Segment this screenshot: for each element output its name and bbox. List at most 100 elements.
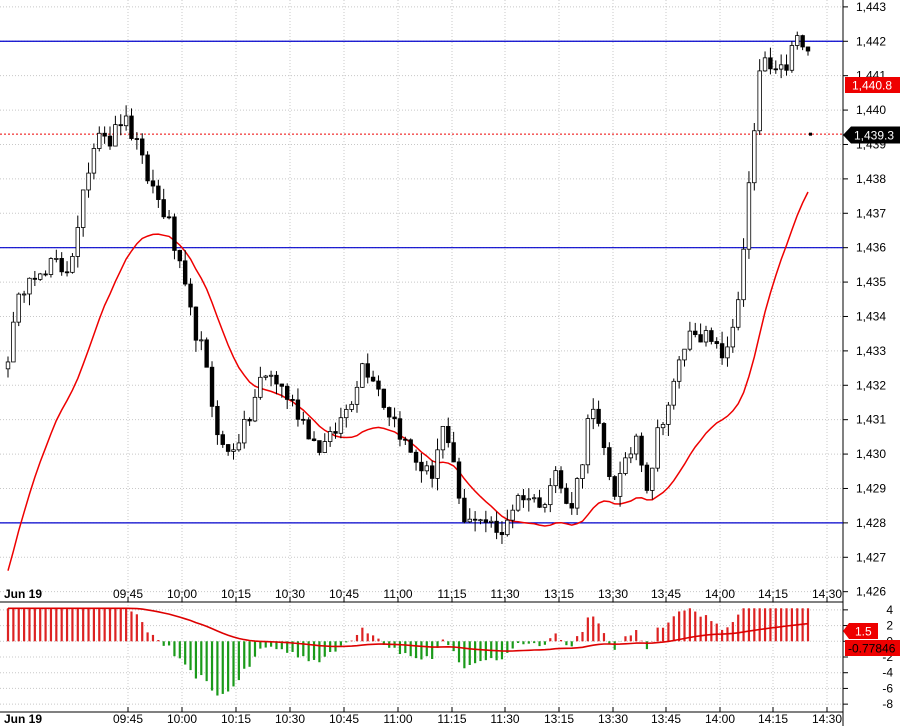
candle-body bbox=[376, 380, 381, 390]
candle-body bbox=[564, 487, 569, 504]
candle-body bbox=[365, 363, 370, 378]
candle-body bbox=[392, 416, 397, 420]
candle-body bbox=[360, 363, 365, 388]
indicator-tick-label: -4 bbox=[882, 666, 893, 680]
time-tick-label: 13:30 bbox=[598, 712, 628, 726]
candle-body bbox=[11, 321, 16, 363]
candle-body bbox=[515, 495, 521, 511]
time-tick-label: 13:45 bbox=[651, 587, 681, 601]
candle-body bbox=[424, 465, 429, 472]
candle-body bbox=[612, 476, 617, 497]
candle-body bbox=[333, 431, 338, 434]
moving-average-line bbox=[7, 191, 809, 571]
candle-body bbox=[70, 256, 75, 273]
candle-body bbox=[462, 497, 467, 523]
candle-body bbox=[258, 376, 263, 398]
candle-body bbox=[548, 485, 553, 506]
candle-body bbox=[467, 518, 472, 523]
candle-body bbox=[510, 509, 515, 521]
last-price-marker bbox=[809, 132, 812, 136]
candle-body bbox=[161, 199, 166, 218]
candle-body bbox=[666, 404, 671, 425]
candle-body bbox=[687, 330, 693, 350]
candle-body bbox=[784, 64, 789, 71]
date-label-lower: Jun 19 bbox=[4, 712, 42, 726]
time-tick-label: 10:15 bbox=[221, 712, 251, 726]
candle-body bbox=[489, 520, 494, 523]
moving-average bbox=[7, 191, 809, 571]
candle-body bbox=[730, 326, 736, 348]
time-tick-label: 14:00 bbox=[705, 712, 735, 726]
candle-body bbox=[639, 435, 644, 466]
candle-body bbox=[193, 306, 199, 341]
candle-body bbox=[795, 35, 800, 46]
candle-body bbox=[521, 495, 526, 501]
indicator-tick-label: -6 bbox=[882, 681, 893, 695]
candle-body bbox=[736, 299, 741, 328]
candle-body bbox=[601, 423, 607, 449]
price-tick-label: 1,433 bbox=[856, 344, 886, 358]
candle-body bbox=[789, 45, 795, 71]
price-tick-label: 1,437 bbox=[856, 206, 886, 220]
candle-body bbox=[553, 470, 558, 487]
candle-body bbox=[403, 438, 408, 441]
time-ticks-upper: 09:45 10:00 10:15 10:30 10:45 11:00 11:15 11:30… bbox=[113, 587, 842, 602]
candle-body bbox=[768, 57, 773, 70]
price-tick-label: 1,427 bbox=[856, 550, 886, 564]
indicator-tick-label: -2 bbox=[882, 650, 893, 664]
candle-body bbox=[295, 399, 301, 420]
candle-body bbox=[27, 277, 32, 295]
candle-body bbox=[628, 453, 634, 459]
signal-tag: -0.77846 bbox=[845, 640, 900, 656]
price-tick-label: 1,430 bbox=[856, 447, 886, 461]
candle-body bbox=[413, 451, 419, 463]
candle-body bbox=[317, 440, 322, 453]
indicator-tick-label: 2 bbox=[886, 619, 893, 633]
candle-body bbox=[762, 57, 768, 72]
price-tick-label: 1,426 bbox=[856, 585, 886, 599]
candle-body bbox=[558, 470, 564, 489]
horizontal-levels bbox=[0, 40, 843, 524]
time-tick-label: 11:00 bbox=[383, 587, 412, 601]
candle-body bbox=[150, 180, 156, 187]
time-tick-label: 10:30 bbox=[275, 587, 305, 601]
candle-body bbox=[182, 260, 188, 285]
candle-body bbox=[741, 248, 746, 301]
candle-body bbox=[215, 405, 220, 436]
candle-body bbox=[349, 403, 354, 410]
time-tick-label: 13:15 bbox=[544, 587, 574, 601]
candle-body bbox=[370, 376, 376, 382]
date-label-upper: Jun 19 bbox=[4, 587, 42, 601]
candle-body bbox=[54, 258, 59, 260]
candle-body bbox=[644, 464, 650, 491]
candle-body bbox=[290, 399, 295, 401]
candle-body bbox=[59, 258, 64, 273]
moving-average-tag: 1,440.8 bbox=[845, 77, 900, 93]
candle-body bbox=[344, 409, 349, 419]
time-tick-label: 10:30 bbox=[275, 712, 305, 726]
candle-body bbox=[220, 434, 225, 445]
time-tick-label: 11:00 bbox=[383, 712, 412, 726]
candle-body bbox=[32, 277, 38, 280]
candle-body bbox=[714, 341, 719, 345]
indicator-ticks: -8-6-4-2024 bbox=[843, 603, 893, 711]
time-tick-label: 11:15 bbox=[437, 587, 466, 601]
candle-body bbox=[166, 216, 172, 219]
candle-body bbox=[773, 68, 778, 71]
candle-body bbox=[531, 497, 537, 500]
candle-body bbox=[177, 250, 183, 262]
indicator-tick-label: -8 bbox=[882, 697, 893, 711]
candle-body bbox=[537, 497, 542, 508]
histogram-tag: 1.5 bbox=[843, 623, 878, 639]
time-tick-label: 11:30 bbox=[490, 587, 519, 601]
candle-body bbox=[204, 339, 209, 368]
candle-body bbox=[279, 383, 285, 387]
candle-body bbox=[113, 124, 118, 147]
histogram-bars bbox=[6, 608, 810, 696]
last-price-value: 1,439.3 bbox=[854, 129, 894, 143]
candle-body bbox=[102, 132, 107, 137]
candle-body bbox=[327, 431, 333, 442]
time-tick-label: 13:30 bbox=[598, 587, 628, 601]
time-tick-label: 10:15 bbox=[221, 587, 251, 601]
